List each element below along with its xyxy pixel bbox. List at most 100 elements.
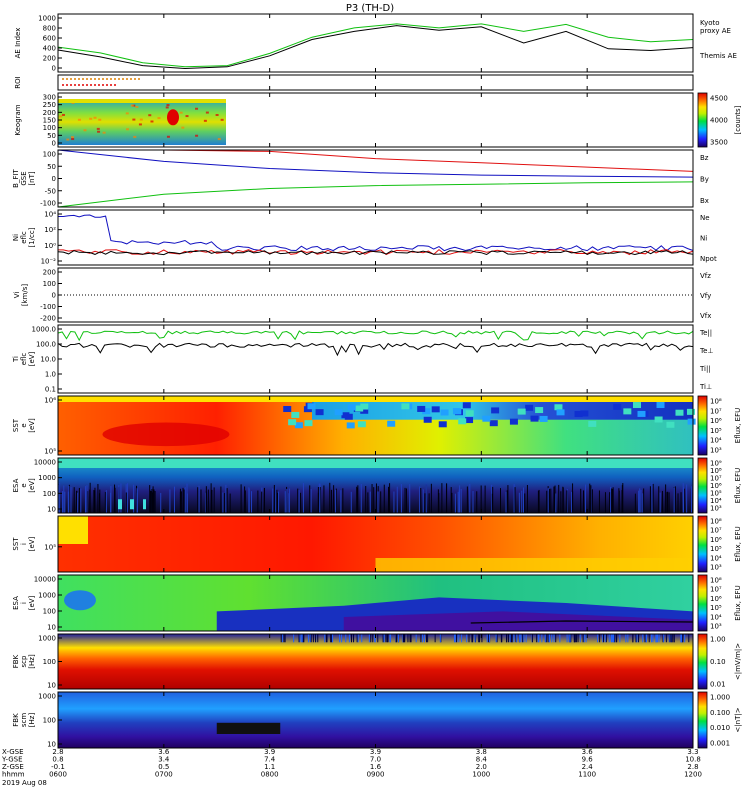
colorbar-tick-label: 10⁵ xyxy=(710,545,722,553)
colorbar-tick-label: 10⁹ xyxy=(710,460,722,468)
y-axis-label: Ti xyxy=(12,356,20,363)
y-tick-label: 0 xyxy=(52,140,56,148)
y-axis-label: ESA xyxy=(12,596,20,610)
series-by xyxy=(57,181,694,208)
y-tick-label: 250 xyxy=(43,101,56,109)
footer-value: 7.4 xyxy=(264,756,276,764)
colorbar-label: Eflux, EFU xyxy=(734,585,742,620)
colorbar-tick-label: 3500 xyxy=(710,139,728,147)
series-kyoto-ae xyxy=(57,23,694,68)
footer-value: 10.8 xyxy=(685,756,701,764)
y-axis-label: Keogram xyxy=(14,104,22,135)
y-axis-label: eflc xyxy=(20,231,28,244)
colorbar-tick-label: 0.010 xyxy=(710,724,730,732)
colorbar-label: <|nT|> xyxy=(734,707,742,732)
colorbar-tick-label: 10⁸ xyxy=(710,467,722,475)
legend-bz: Bz xyxy=(700,154,709,162)
legend-ni: Ni xyxy=(700,235,707,243)
footer-date: 2019 Aug 08 xyxy=(2,779,47,787)
y-tick-label: 1000 xyxy=(38,693,56,701)
y-tick-label: 200 xyxy=(43,109,56,117)
legend-themis-ae: Themis AE xyxy=(699,52,737,60)
plot-title: P3 (TH-D) xyxy=(346,3,394,14)
footer-value: 2.8 xyxy=(52,748,63,756)
y-axis-label: B_FIT xyxy=(12,168,20,187)
colorbar-tick-label: 10⁵ xyxy=(710,427,722,435)
legend-ne: Ne xyxy=(700,214,710,222)
colorbar-tick-label: 10⁸ xyxy=(710,518,722,526)
fbk_scm-spectrogram xyxy=(58,692,693,748)
y-axis-label: FBK xyxy=(12,654,20,668)
colorbar-tick-label: 10⁸ xyxy=(710,398,722,406)
y-tick-label: -100 xyxy=(40,200,56,208)
fbk_scp-spectrogram xyxy=(58,634,693,689)
esa_i-spectrogram xyxy=(58,575,694,631)
y-axis-label: AE Index xyxy=(14,28,22,59)
esa_e-spectrogram xyxy=(58,458,693,513)
footer-value: 3.8 xyxy=(476,748,487,756)
colorbar-label: [counts] xyxy=(734,105,742,134)
colorbar-tick-label: 10⁵ xyxy=(710,604,722,612)
footer-value: 1200 xyxy=(684,771,702,779)
footer-value: 3.6 xyxy=(158,748,170,756)
legend-npot: Npot xyxy=(700,255,717,263)
y-tick-label: -100 xyxy=(40,303,56,311)
y-axis-label: scp xyxy=(20,655,28,667)
colorbar xyxy=(697,633,708,690)
footer-row-label: Z-GSE xyxy=(2,763,24,771)
y-axis-label: [eV] xyxy=(28,478,36,493)
series-te-par xyxy=(57,342,694,357)
colorbar xyxy=(697,457,708,514)
footer-value: 1.6 xyxy=(370,763,382,771)
y-tick-label: 100 xyxy=(43,280,56,288)
colorbar-tick-label: 10⁶ xyxy=(710,417,722,425)
colorbar-tick-label: 10⁴ xyxy=(710,437,722,445)
colorbar xyxy=(697,395,708,456)
y-axis-label: [eV] xyxy=(28,595,36,610)
footer-value: 2.0 xyxy=(476,763,487,771)
sst_e-spectrogram xyxy=(58,396,696,455)
footer-value: 1100 xyxy=(578,771,596,779)
y-tick-label: 10.0 xyxy=(40,356,56,364)
y-tick-label: 100 xyxy=(43,717,56,725)
y-tick-label: 10 xyxy=(47,624,56,632)
colorbar-tick-label: 10⁸ xyxy=(710,577,722,585)
colorbar-tick-label: 10⁶ xyxy=(710,536,722,544)
footer-value: 0900 xyxy=(367,771,385,779)
y-tick-label: 10 xyxy=(47,506,56,514)
footer-value: 0600 xyxy=(49,771,67,779)
y-tick-label: 100 xyxy=(43,124,56,132)
y-tick-label: 10000 xyxy=(34,576,56,584)
y-tick-label: 1000 xyxy=(38,474,56,482)
series-themis-ae xyxy=(57,25,694,70)
y-axis-label: ROI xyxy=(14,76,22,88)
colorbar-tick-label: 4000 xyxy=(710,117,728,125)
y-axis-label: ESA xyxy=(12,478,20,492)
y-tick-label: 200 xyxy=(43,55,56,63)
colorbar-label: Eflux, EFU xyxy=(734,408,742,443)
panel-frame xyxy=(57,324,694,394)
colorbar-tick-label: 0.001 xyxy=(710,740,730,748)
colorbar-tick-label: 10³ xyxy=(710,447,722,455)
series-ti-par xyxy=(57,330,694,342)
legend-ti-: Ti⊥ xyxy=(699,383,712,391)
keogram-spectrogram xyxy=(58,99,226,145)
colorbar-tick-label: 10⁷ xyxy=(710,475,722,483)
y-axis-label: e xyxy=(20,483,28,487)
y-tick-label: 0 xyxy=(52,292,56,300)
y-tick-label: 10⁻² xyxy=(41,258,57,266)
y-tick-label: 0 xyxy=(52,175,56,183)
footer-value: 3.6 xyxy=(582,748,594,756)
y-tick-label: 100.0 xyxy=(36,341,56,349)
y-tick-label: 150 xyxy=(43,117,56,125)
y-tick-label: 200 xyxy=(43,269,56,277)
series-npot xyxy=(58,214,694,252)
colorbar-tick-label: 10⁷ xyxy=(710,407,722,415)
y-tick-label: 10⁵ xyxy=(44,448,56,456)
y-tick-label: -200 xyxy=(40,315,56,323)
footer-ephemeris: 2019 Aug 08 X-GSE 2.8 3.6 3.9 3.9 3.8 3.6 3.3 Y-… xyxy=(1,748,702,787)
colorbar-tick-label: 10³ xyxy=(710,623,722,631)
footer-value: 3.4 xyxy=(158,756,170,764)
series-ni xyxy=(57,250,694,256)
